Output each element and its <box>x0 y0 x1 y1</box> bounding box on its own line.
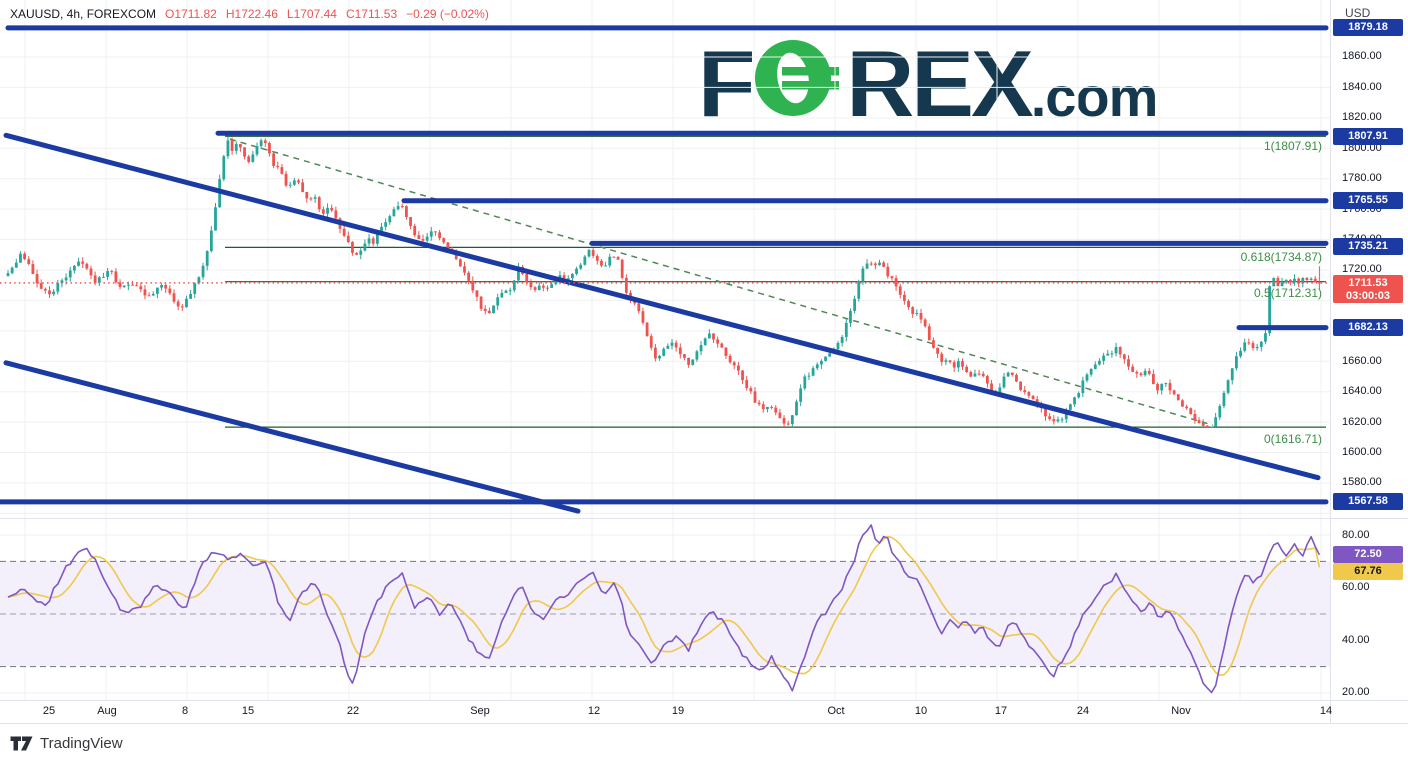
price-level-badge: 1879.18 <box>1333 19 1403 37</box>
forex-logo-com: .com <box>1030 65 1159 128</box>
price-level-badge: 1807.91 <box>1333 127 1403 145</box>
chart-canvas[interactable] <box>0 0 1330 727</box>
time-axis-tick: 19 <box>671 705 685 717</box>
time-axis-tick: Aug <box>97 705 117 717</box>
price-axis-tick: 1800.00 <box>1342 141 1382 154</box>
time-axis-tick: 22 <box>346 705 360 717</box>
forex-watermark: F REX .com <box>698 31 1159 136</box>
rsi-axis-tick: 40.00 <box>1342 633 1370 646</box>
time-axis-tick: 14 <box>1319 705 1333 717</box>
price-axis-border <box>1330 0 1331 723</box>
time-axis[interactable] <box>0 701 1330 723</box>
time-axis-tick: 8 <box>181 705 189 717</box>
time-axis-tick: 15 <box>241 705 255 717</box>
rsi-value-badge: 72.50 <box>1333 545 1403 563</box>
price-axis-tick: 1620.00 <box>1342 415 1382 428</box>
high-value: H1722.46 <box>225 7 278 21</box>
price-axis-tick: 1780.00 <box>1342 172 1382 185</box>
fib-level-label: 0.618(1734.87) <box>1240 249 1322 264</box>
symbol-title: XAUUSD, 4h, FOREXCOM <box>10 7 157 21</box>
price-axis-tick: 1840.00 <box>1342 80 1382 93</box>
time-axis-tick: Oct <box>827 705 845 717</box>
rsi-ma-badge: 67.76 <box>1333 562 1403 580</box>
current-price-badge: 1711.53 03:00:03 <box>1333 274 1403 303</box>
currency-label: USD <box>1345 6 1371 20</box>
price-axis-tick: 1660.00 <box>1342 354 1382 367</box>
forex-logo-f: F <box>698 31 755 136</box>
price-level-badge: 1682.13 <box>1333 319 1403 337</box>
price-axis-tick: 1820.00 <box>1342 111 1382 124</box>
time-axis-tick: 25 <box>42 705 56 717</box>
rsi-axis-tick: 80.00 <box>1342 528 1370 541</box>
fib-level-label: 0(1616.71) <box>1263 431 1322 446</box>
time-axis-tick: 10 <box>914 705 928 717</box>
pane-divider[interactable] <box>0 518 1408 519</box>
tradingview-label: TradingView <box>40 735 123 752</box>
fib-level-label: 0.5(1712.31) <box>1253 285 1322 300</box>
low-value: L1707.44 <box>286 7 337 21</box>
time-axis-tick: 17 <box>994 705 1008 717</box>
time-axis-tick: 24 <box>1076 705 1090 717</box>
open-value: O1711.82 <box>165 7 217 21</box>
rsi-axis-tick: 20.00 <box>1342 686 1370 699</box>
chart-bottom-border <box>0 723 1408 724</box>
candle-countdown: 03:00:03 <box>1345 289 1391 302</box>
fib-level-label: 1(1807.91) <box>1263 139 1322 153</box>
time-axis-divider <box>0 700 1408 701</box>
change-value: −0.29 (−0.02%) <box>406 7 489 21</box>
price-axis-tick: 1580.00 <box>1342 476 1382 489</box>
price-axis-tick: 1860.00 <box>1342 50 1382 63</box>
time-axis-tick: Nov <box>1171 705 1191 717</box>
tradingview-icon <box>10 736 33 751</box>
close-value: C1711.53 <box>345 7 398 21</box>
price-level-badge: 1567.58 <box>1333 493 1403 511</box>
forex-logo-o-icon <box>755 40 840 116</box>
price-axis-tick: 1640.00 <box>1342 385 1382 398</box>
time-axis-tick: 12 <box>587 705 601 717</box>
price-axis-tick: 1600.00 <box>1342 446 1382 459</box>
price-axis-tick: 1720.00 <box>1342 263 1382 276</box>
tradingview-attribution[interactable]: TradingView <box>10 735 123 752</box>
price-level-badge: 1765.55 <box>1333 192 1403 210</box>
symbol-legend[interactable]: XAUUSD, 4h, FOREXCOM O1711.82 H1722.46 L… <box>10 7 489 21</box>
forex-logo-rex: REX <box>846 31 1033 136</box>
rsi-axis-tick: 60.00 <box>1342 581 1370 594</box>
price-level-badge: 1735.21 <box>1333 238 1403 256</box>
time-axis-tick: Sep <box>470 705 490 717</box>
